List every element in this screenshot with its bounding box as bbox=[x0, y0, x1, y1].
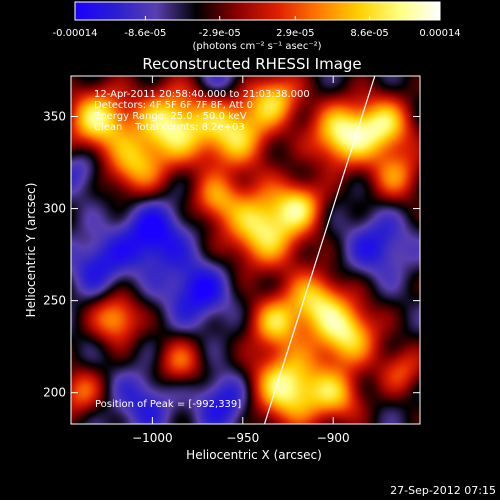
y-tick-label: 200 bbox=[43, 386, 66, 400]
colorbar-tick-label: -2.9e-05 bbox=[199, 28, 241, 39]
colorbar-tick-label: 0.00014 bbox=[419, 28, 460, 39]
plot-frame bbox=[70, 75, 421, 425]
y-tick-label: 300 bbox=[43, 202, 66, 216]
info-line-time: 12-Apr-2011 20:58:40.000 to 21:03:38.000 bbox=[94, 89, 310, 100]
info-block: 12-Apr-2011 20:58:40.000 to 21:03:38.000… bbox=[94, 89, 310, 133]
peak-position-label: Position of Peak = [-992,339] bbox=[95, 399, 241, 410]
colorbar-gradient bbox=[74, 1, 441, 21]
info-line-counts: Clean Total counts: 8.2e+03 bbox=[94, 122, 245, 133]
colorbar-tick-label: 8.6e-05 bbox=[350, 28, 388, 39]
colorbar-tick-label: -0.00014 bbox=[53, 28, 98, 39]
colorbar-ticks: -0.00014 -8.6e-05 -2.9e-05 2.9e-05 8.6e-05 0.… bbox=[53, 16, 461, 39]
colorbar-unit-label: (photons cm⁻² s⁻¹ asec⁻²) bbox=[192, 41, 321, 52]
footer-timestamp: 27-Sep-2012 07:15 bbox=[390, 484, 496, 497]
x-tick-label: −950 bbox=[226, 431, 259, 445]
colorbar-tick-label: -8.6e-05 bbox=[124, 28, 166, 39]
plot-area bbox=[71, 76, 420, 424]
y-axis: 200 250 300 350 bbox=[43, 110, 420, 400]
solar-limb-line bbox=[263, 76, 376, 424]
x-axis: −1000 −950 −900 bbox=[132, 76, 350, 445]
info-line-energy: Energy Range: 25.0 - 50.0 keV bbox=[94, 111, 247, 122]
chart-title: Reconstructed RHESSI Image bbox=[142, 55, 361, 73]
colorbar-tick-label: 2.9e-05 bbox=[276, 28, 314, 39]
colorbar: -0.00014 -8.6e-05 -2.9e-05 2.9e-05 8.6e-05 0.… bbox=[53, 1, 461, 52]
y-tick-label: 350 bbox=[43, 110, 66, 124]
x-tick-label: −900 bbox=[317, 431, 350, 445]
heatmap-image bbox=[71, 76, 420, 424]
y-tick-label: 250 bbox=[43, 294, 66, 308]
x-axis-label: Heliocentric X (arcsec) bbox=[186, 448, 322, 462]
x-tick-label: −1000 bbox=[132, 431, 173, 445]
info-line-detectors: Detectors: 4F 5F 6F 7F 8F, Att 0 bbox=[94, 100, 253, 111]
y-axis-label: Heliocentric Y (arcsec) bbox=[24, 183, 38, 318]
